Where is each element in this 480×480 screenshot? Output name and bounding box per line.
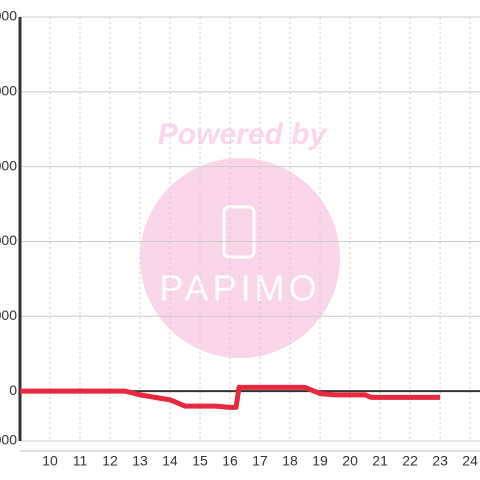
x-tick-label: 23 xyxy=(432,453,448,469)
watermark-icon xyxy=(222,205,256,259)
x-tick-label: 10 xyxy=(42,453,58,469)
x-tick-label: 12 xyxy=(102,453,118,469)
y-tick-label: 30,000 xyxy=(0,307,17,323)
x-tick-label: 21 xyxy=(372,453,388,469)
y-tick-label: -20,000 xyxy=(0,432,17,448)
x-tick-label: 14 xyxy=(162,453,178,469)
x-tick-label: 20 xyxy=(342,453,358,469)
x-tick-label: 11 xyxy=(73,453,88,469)
watermark-text: Powered by xyxy=(158,118,328,151)
x-tick-label: 16 xyxy=(222,453,238,469)
x-tick-label: 15 xyxy=(192,453,208,469)
y-tick-label: 0 xyxy=(9,382,17,398)
x-tick-label: 17 xyxy=(252,453,268,469)
y-tick-label: 120,000 xyxy=(0,83,17,99)
x-tick-label: 13 xyxy=(132,453,148,469)
line xyxy=(20,384,441,410)
x-tick-label: 24 xyxy=(462,453,478,469)
y-tick-label: 150,000 xyxy=(0,8,17,24)
x-tick-label: 22 xyxy=(402,453,418,469)
y-tick-label: 90,000 xyxy=(0,157,17,173)
x-tick-label: 18 xyxy=(282,453,298,469)
y-tick-label: 60,000 xyxy=(0,232,17,248)
watermark-logo: PAPIMO xyxy=(159,268,320,309)
x-tick-label: 19 xyxy=(312,453,328,469)
